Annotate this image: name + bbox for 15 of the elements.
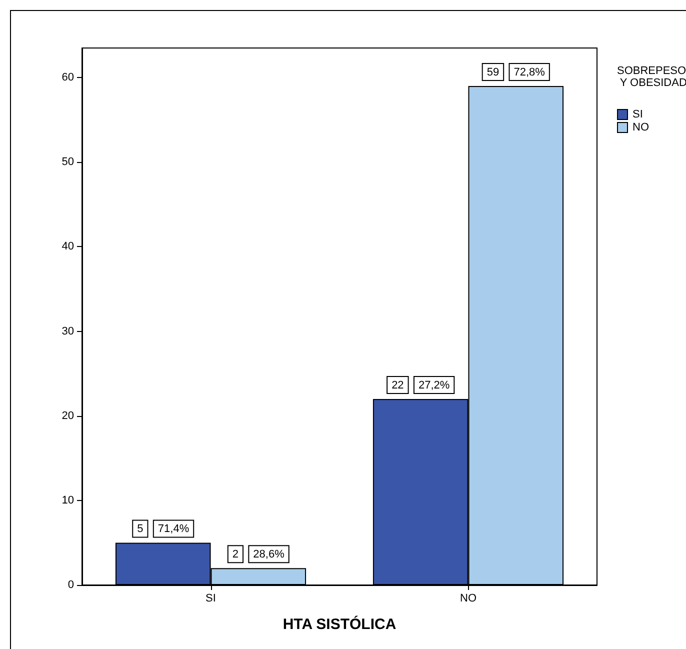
y-tick-label: 10 <box>62 494 74 506</box>
legend-label: SI <box>632 108 643 120</box>
y-tick-label: 20 <box>62 410 74 422</box>
y-tick-label: 60 <box>62 72 74 84</box>
legend-title: SOBREPESO Y OBESIDAD <box>617 65 686 89</box>
y-tick-label: 0 <box>68 579 74 591</box>
text: 5 71,4% <box>137 523 190 536</box>
y-tick-label: 40 <box>62 240 74 253</box>
text: 22 27,2% <box>392 379 450 392</box>
x-axis-title: HTA SISTÓLICA <box>282 615 396 633</box>
y-tick-label: 50 <box>62 156 74 168</box>
y-tick-label: 30 <box>62 325 74 338</box>
text: 59 72,8% <box>486 66 545 79</box>
legend-label: NO <box>632 122 650 134</box>
text: 2 28,6% <box>232 548 284 561</box>
